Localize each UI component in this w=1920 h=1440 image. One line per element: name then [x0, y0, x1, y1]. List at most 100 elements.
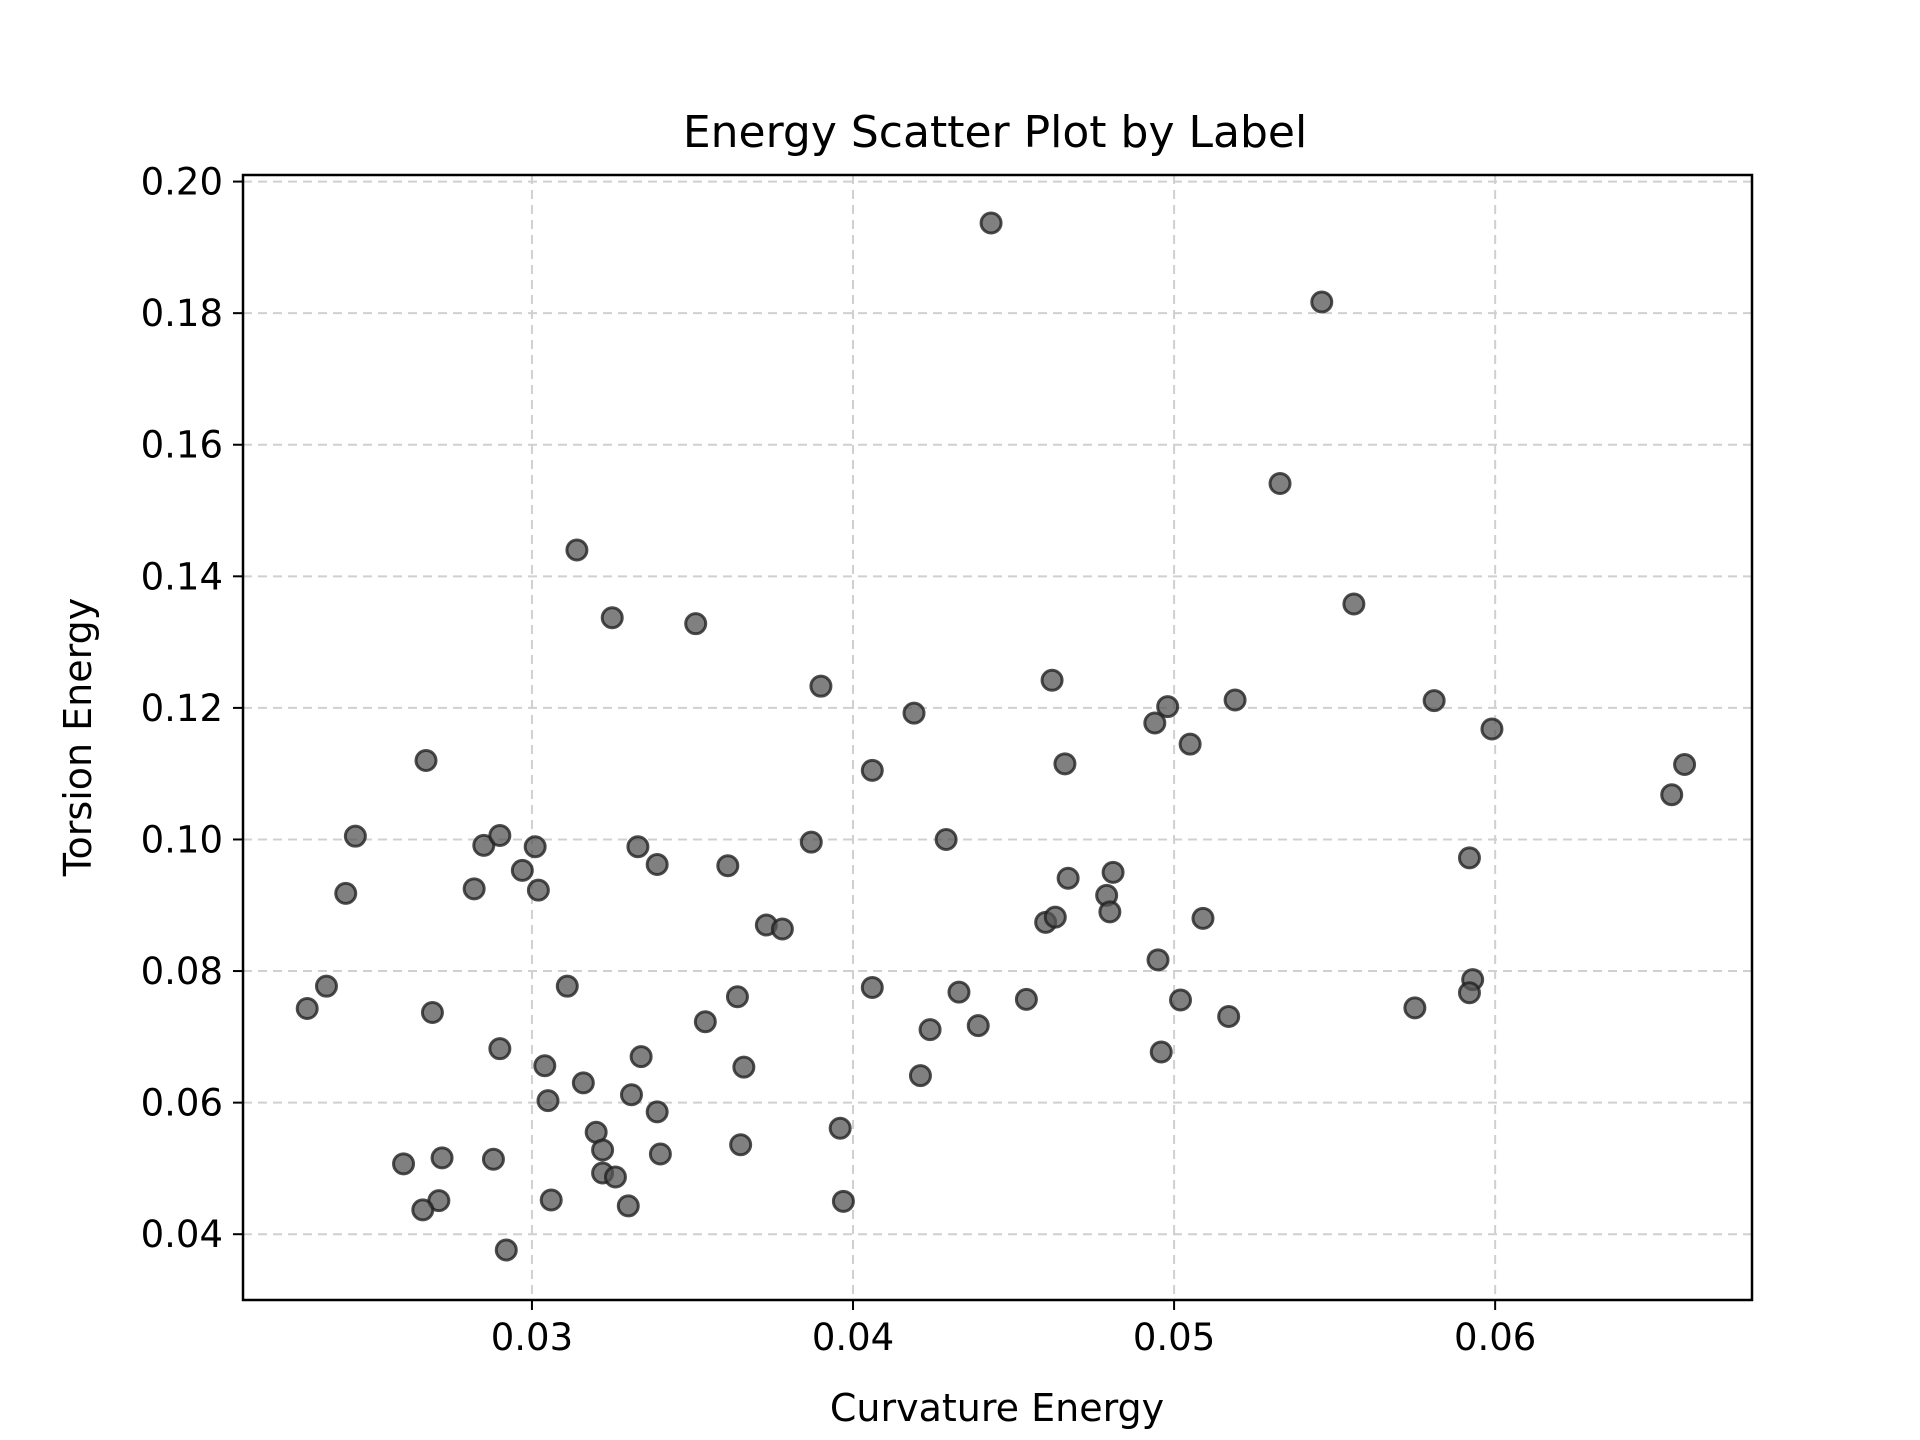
scatter-point — [966, 1014, 990, 1038]
scatter-point — [908, 1064, 932, 1088]
scatter-point — [571, 1071, 595, 1095]
plot-area-frame — [241, 173, 1754, 1302]
scatter-point — [334, 881, 358, 905]
scatter-point — [526, 878, 550, 902]
scatter-point — [420, 1001, 444, 1024]
x-tick-label: 0.04 — [812, 1316, 894, 1359]
x-tick-label: 0.03 — [491, 1316, 573, 1359]
y-tick-label: 0.16 — [141, 424, 223, 467]
scatter-point — [430, 1146, 454, 1170]
scatter-point — [1310, 290, 1334, 314]
scatter-point — [1043, 905, 1067, 929]
scatter-point — [472, 833, 496, 857]
scatter-point — [1143, 711, 1167, 735]
scatter-point — [295, 997, 319, 1021]
scatter-point — [591, 1138, 615, 1162]
y-tick-label: 0.04 — [141, 1213, 223, 1256]
scatter-point — [770, 917, 794, 941]
scatter-point — [1191, 906, 1215, 930]
y-tick-label: 0.20 — [141, 161, 223, 204]
scatter-point — [1457, 846, 1481, 870]
y-tick-label: 0.06 — [141, 1082, 223, 1125]
scatter-point — [645, 852, 669, 876]
x-tick-label: 0.05 — [1133, 1316, 1215, 1359]
scatter-point — [1156, 695, 1180, 719]
scatter-point — [536, 1089, 560, 1113]
scatter-point — [481, 1147, 505, 1171]
scatter-point — [539, 1188, 563, 1212]
x-axis-label: Curvature Energy — [830, 1386, 1164, 1430]
scatter-point — [860, 758, 884, 782]
scatter-point — [1101, 860, 1125, 884]
scatter-point — [729, 1133, 753, 1157]
scatter-point — [488, 824, 512, 848]
scatter-point — [645, 1100, 669, 1124]
scatter-point — [831, 1189, 855, 1213]
scatter-point — [510, 858, 534, 882]
axis-ticks: 0.03 0.04 0.05 0.06 0.04 0.06 0.08 0.10 0.12 0.14… — [141, 161, 1537, 1359]
grid-lines — [243, 175, 1752, 1300]
scatter-point — [523, 835, 547, 859]
chart-title: Energy Scatter Plot by Label — [683, 107, 1307, 158]
scatter-point — [799, 830, 823, 854]
scatter-point — [314, 974, 338, 998]
scatter-point — [979, 211, 1003, 235]
y-tick-label: 0.14 — [141, 555, 223, 598]
scatter-point — [616, 1194, 640, 1218]
scatter-point — [828, 1116, 852, 1140]
scatter-point — [693, 1010, 717, 1034]
scatter-point — [725, 985, 749, 1009]
scatter-point — [414, 749, 438, 773]
scatter-point — [809, 674, 833, 698]
scatter-point — [684, 612, 708, 636]
y-tick-label: 0.10 — [141, 818, 223, 861]
scatter-point — [1014, 987, 1038, 1011]
y-tick-label: 0.08 — [141, 950, 223, 993]
scatter-point — [902, 701, 926, 725]
scatter-point — [716, 854, 740, 878]
scatter-point — [1422, 689, 1446, 713]
scatter-point — [488, 1037, 512, 1061]
y-axis-label: Torsion Energy — [56, 598, 100, 877]
scatter-point — [1268, 472, 1292, 496]
scatter-point — [648, 1142, 672, 1166]
scatter-point — [462, 877, 486, 901]
scatter-point — [629, 1045, 653, 1069]
y-tick-label: 0.12 — [141, 687, 223, 730]
scatter-point — [555, 974, 579, 998]
scatter-point — [565, 538, 589, 562]
x-tick-label: 0.06 — [1454, 1316, 1536, 1359]
scatter-point — [343, 824, 367, 848]
y-tick-label: 0.18 — [141, 292, 223, 335]
scatter-point — [1149, 1040, 1173, 1064]
scatter-point — [1660, 783, 1684, 807]
scatter-point — [947, 980, 971, 1004]
scatter-point — [533, 1054, 557, 1078]
scatter-point — [494, 1238, 518, 1262]
scatter-point — [1040, 668, 1064, 692]
scatter-point — [626, 835, 650, 859]
scatter-point — [1178, 732, 1202, 756]
scatter-point — [1098, 900, 1122, 924]
scatter-point — [411, 1198, 435, 1222]
scatter-point — [1146, 948, 1170, 972]
scatter-point — [600, 606, 624, 630]
scatter-point — [934, 827, 958, 851]
scatter-point — [1223, 688, 1247, 712]
scatter-point — [1217, 1004, 1241, 1028]
scatter-point — [1457, 981, 1481, 1005]
scatter-point — [1673, 752, 1697, 776]
scatter-point — [860, 976, 884, 999]
scatter-point — [1169, 988, 1193, 1012]
scatter-point — [1053, 752, 1077, 776]
scatter-point — [1342, 592, 1366, 616]
scatter-point — [392, 1152, 416, 1176]
scatter-point — [603, 1165, 627, 1189]
scatter-point — [732, 1055, 756, 1079]
scatter-point — [1403, 996, 1427, 1020]
scatter-point — [1480, 717, 1504, 741]
scatter-point — [619, 1083, 643, 1107]
scatter-point — [1056, 866, 1080, 890]
